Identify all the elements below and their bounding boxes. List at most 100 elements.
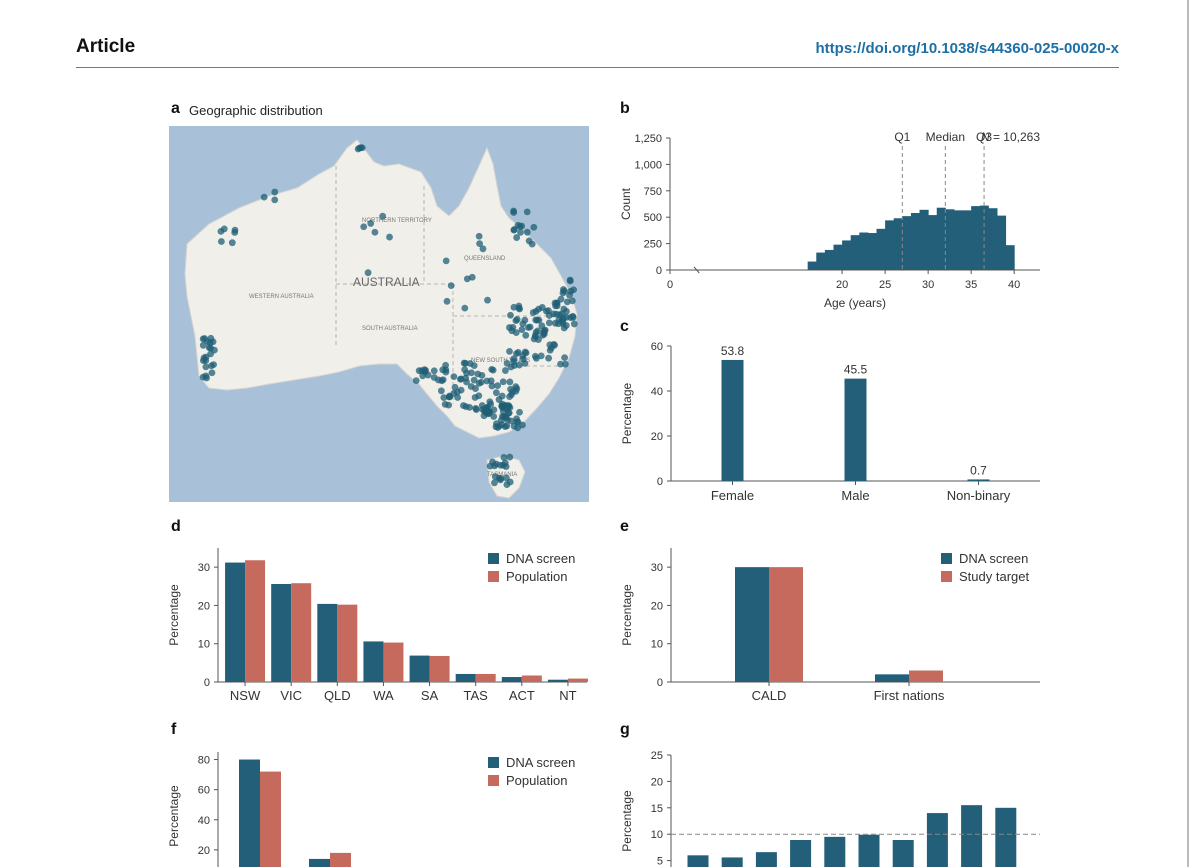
participant-dot (499, 378, 507, 386)
participant-dot (553, 299, 561, 307)
doi-link[interactable]: https://doi.org/10.1038/s44360-025-00020… (815, 40, 1120, 57)
chart-d-bar (383, 642, 404, 682)
participant-dot (457, 386, 465, 394)
chart-d-category-label: SA (421, 688, 439, 703)
participant-dot (506, 393, 513, 401)
participant-dot (523, 208, 531, 216)
chart-e-bar (769, 567, 803, 682)
chart-d-legend-label: Population (506, 569, 567, 584)
participant-dot (519, 320, 527, 328)
participant-dot (561, 360, 569, 368)
chart-b-xtick-label: 25 (879, 279, 891, 291)
participant-dot (271, 188, 279, 196)
participant-dot (490, 413, 498, 420)
participant-dot (217, 238, 225, 245)
chart-f-legend-label: DNA screen (506, 755, 575, 770)
participant-dot (199, 335, 207, 343)
participant-dot (199, 341, 207, 349)
chart-e-legend-swatch (941, 553, 952, 564)
participant-dot (454, 394, 462, 401)
participant-dot (543, 307, 550, 315)
chart-e-ytick-label: 20 (651, 600, 663, 612)
participant-dot (475, 232, 483, 240)
chart-b-bar (842, 240, 852, 270)
participant-dot (505, 409, 513, 417)
chart-b-bar (919, 209, 929, 270)
chart-d-bar (271, 583, 292, 682)
participant-dot (519, 352, 527, 360)
chart-f-bar (260, 771, 281, 867)
participant-dot (475, 392, 483, 400)
chart-d-category-label: ACT (509, 688, 535, 703)
participant-dot (271, 196, 279, 204)
chart-d-bar (291, 583, 312, 682)
chart-b-bar (876, 228, 886, 270)
chart-b-bar (1005, 245, 1015, 270)
chart-c-ytick-label: 20 (651, 431, 663, 443)
map-label-qld: QUEENSLAND (464, 256, 506, 262)
chart-d-legend-label: DNA screen (506, 551, 575, 566)
participant-dot (503, 474, 510, 482)
participant-dot (442, 257, 450, 265)
participant-dot (430, 367, 438, 375)
participant-dot (525, 237, 533, 245)
chart-b-xtick-label: 40 (1008, 279, 1020, 291)
chart-d-bar (475, 673, 496, 682)
participant-dot (514, 424, 522, 432)
chart-d-ytick-label: 30 (198, 562, 210, 574)
chart-d-ytick-label: 10 (198, 639, 210, 651)
chart-b-axis-break (693, 266, 700, 274)
participant-dot (501, 423, 509, 431)
participant-dot (535, 305, 543, 313)
participant-dot (513, 234, 521, 241)
map-label-wa: WESTERN AUSTRALIA (249, 294, 314, 300)
chart-d-bar (501, 677, 522, 682)
participant-dot (517, 228, 524, 236)
chart-b-ref-label: Q3 (976, 130, 992, 144)
chart-d-category-label: QLD (324, 688, 351, 703)
participant-dot (208, 369, 216, 377)
chart-b-xlabel: Age (years) (824, 296, 886, 310)
panel-g-letter: g (620, 721, 630, 738)
participant-dot (534, 327, 542, 335)
participant-dot (568, 297, 576, 305)
participant-dot (492, 389, 500, 397)
panel-f-letter: f (171, 721, 177, 738)
chart-b-bar (816, 252, 826, 270)
chart-b-bar (850, 235, 860, 270)
chart-d-category-label: VIC (280, 688, 302, 703)
participant-dot (537, 352, 545, 360)
participant-dot (360, 223, 368, 231)
chart-g-bar (755, 852, 777, 867)
panel-c-letter: c (620, 318, 629, 335)
chart-b-bar (885, 220, 895, 270)
chart-b-bar (859, 232, 869, 270)
map-label-nt: NORTHERN TERRITORY (362, 218, 432, 224)
chart-c-value-label: 0.7 (970, 463, 987, 477)
participant-dot (510, 226, 518, 234)
map-label-nsw: NEW SOUTH WALES (471, 358, 530, 364)
participant-dot (498, 392, 506, 400)
participant-dot (502, 367, 509, 374)
participant-dot (558, 310, 566, 318)
participant-dot (462, 374, 470, 382)
participant-dot (530, 223, 538, 231)
chart-g-bar (926, 813, 948, 867)
chart-e-ylabel: Percentage (620, 584, 634, 646)
chart-e-legend-swatch (941, 571, 952, 582)
participant-dot (202, 363, 210, 371)
chart-d-bar (521, 675, 542, 682)
chart-f-legend-label: Population (506, 773, 567, 788)
map-label-tas: TASMANIA (487, 472, 517, 478)
chart-d-bar (547, 679, 568, 682)
participant-dot (419, 372, 427, 380)
chart-b-bar (928, 215, 938, 270)
participant-dot (533, 316, 541, 324)
chart-f-bar (330, 852, 351, 867)
participant-dot (513, 350, 520, 357)
participant-dot (479, 245, 487, 253)
chart-e-legend-label: DNA screen (959, 551, 1028, 566)
participant-dot (507, 311, 514, 319)
chart-g-ytick-label: 20 (651, 776, 663, 788)
